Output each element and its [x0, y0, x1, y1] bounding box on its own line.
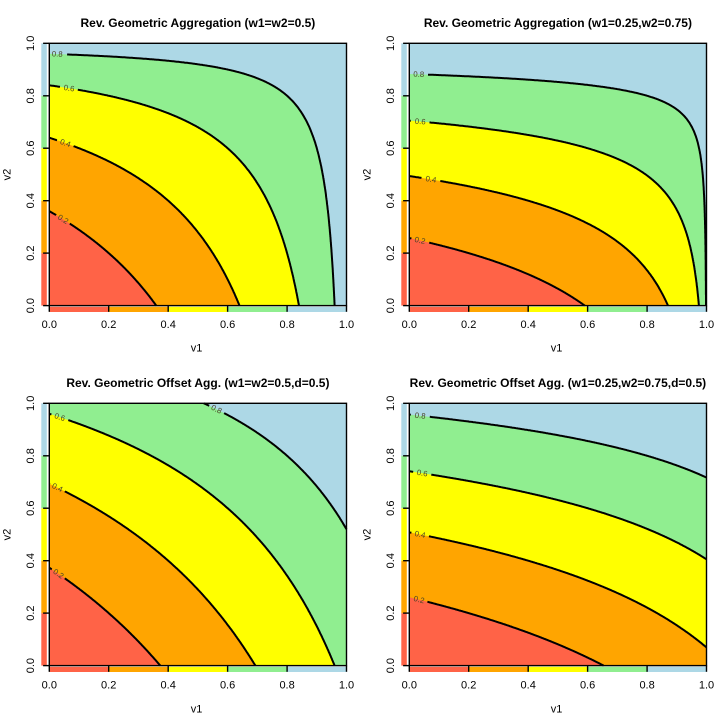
svg-text:0.6: 0.6	[53, 411, 66, 423]
svg-text:0.6: 0.6	[385, 501, 397, 516]
svg-text:0.4: 0.4	[161, 679, 176, 691]
svg-text:0.2: 0.2	[385, 605, 397, 620]
svg-text:0.2: 0.2	[101, 679, 116, 691]
svg-text:0.6: 0.6	[580, 319, 595, 331]
svg-text:0.8: 0.8	[639, 679, 654, 691]
svg-text:0.4: 0.4	[414, 529, 427, 540]
svg-text:1.0: 1.0	[699, 319, 714, 331]
svg-text:v1: v1	[191, 704, 203, 716]
svg-text:0.6: 0.6	[416, 468, 428, 479]
svg-text:0.8: 0.8	[413, 70, 424, 79]
svg-text:0.8: 0.8	[279, 679, 294, 691]
svg-text:0.2: 0.2	[413, 594, 426, 605]
svg-text:0.0: 0.0	[402, 319, 417, 331]
svg-text:1.0: 1.0	[339, 319, 354, 331]
svg-text:0.4: 0.4	[385, 193, 397, 208]
svg-text:0.6: 0.6	[25, 141, 37, 156]
svg-text:0.8: 0.8	[639, 319, 654, 331]
svg-text:1.0: 1.0	[385, 396, 397, 411]
svg-text:0.8: 0.8	[385, 88, 397, 103]
svg-text:Rev. Geometric Offset Agg. (w1: Rev. Geometric Offset Agg. (w1=w2=0.5,d=…	[66, 376, 329, 390]
svg-text:Rev. Geometric Aggregation (w1: Rev. Geometric Aggregation (w1=0.25,w2=0…	[424, 16, 692, 30]
svg-text:0.4: 0.4	[59, 137, 73, 149]
svg-text:0.8: 0.8	[25, 448, 37, 463]
svg-text:0.6: 0.6	[385, 141, 397, 156]
svg-text:0.2: 0.2	[101, 319, 116, 331]
svg-text:v2: v2	[2, 169, 14, 181]
svg-text:Rev. Geometric Offset Agg. (w1: Rev. Geometric Offset Agg. (w1=0.25,w2=0…	[410, 376, 706, 390]
svg-text:0.4: 0.4	[25, 193, 37, 208]
svg-text:0.8: 0.8	[279, 319, 294, 331]
svg-text:0.8: 0.8	[414, 411, 426, 421]
svg-text:0.6: 0.6	[415, 117, 427, 127]
svg-text:0.0: 0.0	[42, 319, 57, 331]
svg-text:0.8: 0.8	[25, 88, 37, 103]
svg-text:v1: v1	[551, 343, 563, 355]
svg-text:0.6: 0.6	[220, 679, 235, 691]
svg-text:0.2: 0.2	[25, 605, 37, 620]
svg-text:0.6: 0.6	[580, 679, 595, 691]
svg-text:0.4: 0.4	[161, 319, 176, 331]
svg-text:0.4: 0.4	[425, 174, 438, 185]
svg-text:0.0: 0.0	[25, 658, 37, 673]
svg-text:0.8: 0.8	[385, 448, 397, 463]
svg-text:0.8: 0.8	[210, 403, 224, 416]
svg-text:v2: v2	[2, 529, 14, 541]
svg-text:0.6: 0.6	[63, 83, 75, 94]
svg-text:0.0: 0.0	[385, 298, 397, 313]
svg-text:0.4: 0.4	[25, 553, 37, 568]
svg-text:v1: v1	[191, 343, 203, 355]
svg-text:Rev. Geometric Aggregation (w1: Rev. Geometric Aggregation (w1=w2=0.5)	[81, 16, 316, 30]
svg-text:0.4: 0.4	[521, 679, 536, 691]
svg-text:0.2: 0.2	[461, 679, 476, 691]
svg-text:0.0: 0.0	[25, 298, 37, 313]
svg-text:v2: v2	[362, 169, 374, 181]
svg-text:0.4: 0.4	[385, 553, 397, 568]
svg-text:0.4: 0.4	[521, 319, 536, 331]
svg-text:1.0: 1.0	[339, 679, 354, 691]
svg-text:1.0: 1.0	[25, 396, 37, 411]
svg-text:v2: v2	[362, 529, 374, 541]
svg-text:0.0: 0.0	[402, 679, 417, 691]
svg-text:0.8: 0.8	[52, 49, 63, 58]
svg-text:0.0: 0.0	[385, 658, 397, 673]
svg-text:0.0: 0.0	[42, 679, 57, 691]
svg-text:0.6: 0.6	[220, 319, 235, 331]
svg-text:1.0: 1.0	[699, 679, 714, 691]
svg-text:0.2: 0.2	[385, 245, 397, 260]
svg-text:0.6: 0.6	[25, 501, 37, 516]
svg-text:1.0: 1.0	[25, 36, 37, 51]
svg-text:0.2: 0.2	[414, 235, 427, 246]
svg-text:0.2: 0.2	[461, 319, 476, 331]
svg-text:v1: v1	[551, 704, 563, 716]
svg-text:0.2: 0.2	[25, 245, 37, 260]
svg-text:1.0: 1.0	[385, 36, 397, 51]
